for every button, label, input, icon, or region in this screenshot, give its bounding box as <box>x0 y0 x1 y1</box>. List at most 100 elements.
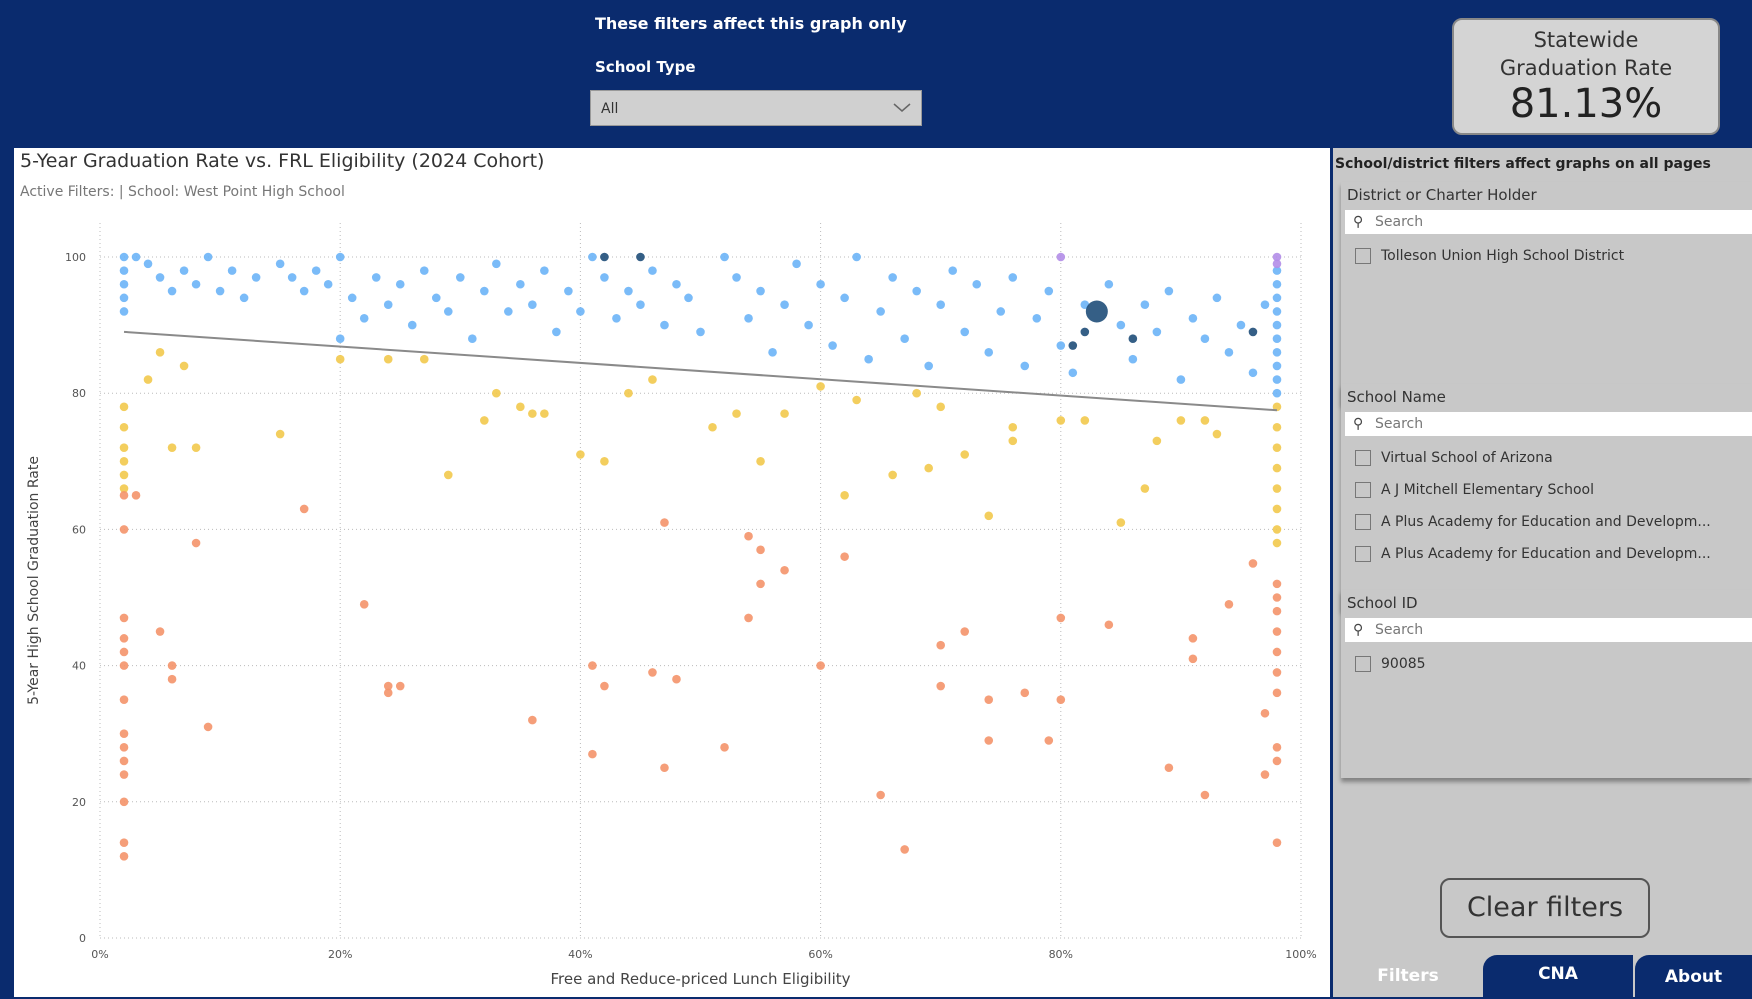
x-axis-label: Free and Reduce-priced Lunch Eligibility <box>550 970 850 988</box>
data-point <box>876 790 885 800</box>
search-box[interactable]: ⚲ Search <box>1345 618 1752 642</box>
data-point <box>1272 348 1282 357</box>
search-placeholder: Search <box>1375 214 1424 230</box>
slicer-item[interactable]: A J Mitchell Elementary School <box>1355 480 1752 500</box>
slicer-item[interactable]: A Plus Academy for Education and Develop… <box>1355 512 1752 532</box>
y-tick-label: 100 <box>65 251 86 264</box>
data-point <box>900 845 909 854</box>
data-point <box>1008 436 1018 446</box>
data-point <box>804 320 813 330</box>
data-point <box>660 518 669 527</box>
data-point <box>1272 484 1282 493</box>
data-point <box>1152 327 1162 337</box>
data-point <box>1056 341 1066 350</box>
data-point <box>996 307 1006 316</box>
data-point <box>179 361 189 371</box>
tab-filters[interactable]: Filters <box>1333 955 1483 997</box>
data-point <box>588 252 597 262</box>
data-point <box>840 293 849 303</box>
data-point <box>119 293 129 303</box>
slicer-item[interactable]: 90085 <box>1355 654 1752 674</box>
data-point <box>1236 320 1246 330</box>
data-point <box>1200 416 1210 425</box>
data-point <box>275 259 285 269</box>
data-point <box>684 293 693 303</box>
data-point <box>1164 763 1174 773</box>
data-point <box>576 307 585 316</box>
data-point <box>1188 634 1198 643</box>
data-point <box>960 450 970 459</box>
data-point <box>672 674 681 684</box>
slicer-title: School Name <box>1347 388 1446 406</box>
data-point <box>119 422 129 432</box>
data-point <box>1272 443 1282 452</box>
data-point <box>912 388 921 398</box>
data-point <box>1044 286 1054 296</box>
slicer-item[interactable]: Virtual School of Arizona <box>1355 448 1752 468</box>
data-point <box>660 763 669 773</box>
data-point <box>251 273 261 282</box>
data-point <box>672 279 681 289</box>
data-point <box>1200 790 1210 800</box>
data-point <box>720 252 729 262</box>
data-point <box>119 729 129 738</box>
data-point <box>624 286 633 296</box>
data-point <box>540 409 549 418</box>
data-point <box>119 307 129 316</box>
data-point <box>191 279 201 289</box>
data-point <box>119 484 129 493</box>
dropdown-chevron <box>893 103 911 112</box>
data-point <box>1272 504 1282 514</box>
data-point <box>1272 688 1282 698</box>
data-point <box>624 388 633 398</box>
data-point <box>1104 279 1114 289</box>
tab-about[interactable]: About <box>1635 955 1752 997</box>
data-point <box>1272 279 1282 289</box>
data-point <box>1272 259 1282 269</box>
data-point <box>395 681 405 691</box>
data-point <box>1272 627 1282 636</box>
data-point <box>480 416 489 425</box>
data-point <box>287 273 297 282</box>
search-box[interactable]: ⚲ Search <box>1345 412 1752 436</box>
x-tick-label: 20% <box>328 948 352 961</box>
data-point <box>852 395 861 405</box>
data-point <box>636 300 645 309</box>
slicer-item[interactable]: Tolleson Union High School District <box>1355 246 1752 266</box>
clear-filters-button[interactable]: Clear filters <box>1440 878 1650 938</box>
data-point <box>119 695 129 704</box>
data-point <box>648 375 657 384</box>
kpi-value: 81.13% <box>1509 81 1663 127</box>
data-point <box>600 457 609 466</box>
x-tick-label: 40% <box>568 948 592 961</box>
data-point <box>1104 620 1114 630</box>
data-point <box>528 409 537 418</box>
data-point <box>984 736 994 745</box>
data-point <box>227 266 237 275</box>
school-type-dropdown[interactable]: All <box>590 90 922 126</box>
data-point <box>516 402 525 412</box>
data-point <box>1272 293 1282 303</box>
data-point <box>203 252 213 262</box>
data-point <box>1272 743 1282 752</box>
data-point <box>1176 416 1186 425</box>
data-point <box>552 327 561 337</box>
data-point <box>143 259 153 269</box>
slicer-item[interactable]: A Plus Academy for Education and Develop… <box>1355 544 1752 564</box>
data-point <box>1272 838 1282 847</box>
data-point <box>119 252 129 262</box>
data-point <box>1068 341 1078 350</box>
data-point <box>816 279 825 289</box>
data-point <box>155 627 165 636</box>
data-point <box>1272 756 1282 766</box>
data-point <box>840 552 849 561</box>
data-point <box>1248 559 1258 568</box>
search-box[interactable]: ⚲ Search <box>1345 210 1752 234</box>
data-point <box>780 300 789 309</box>
data-point <box>119 613 129 623</box>
data-point <box>407 320 417 330</box>
data-point <box>516 279 525 289</box>
data-point <box>1272 668 1282 677</box>
data-point <box>1272 402 1282 412</box>
tab-cna[interactable]: CNA <box>1483 955 1633 997</box>
